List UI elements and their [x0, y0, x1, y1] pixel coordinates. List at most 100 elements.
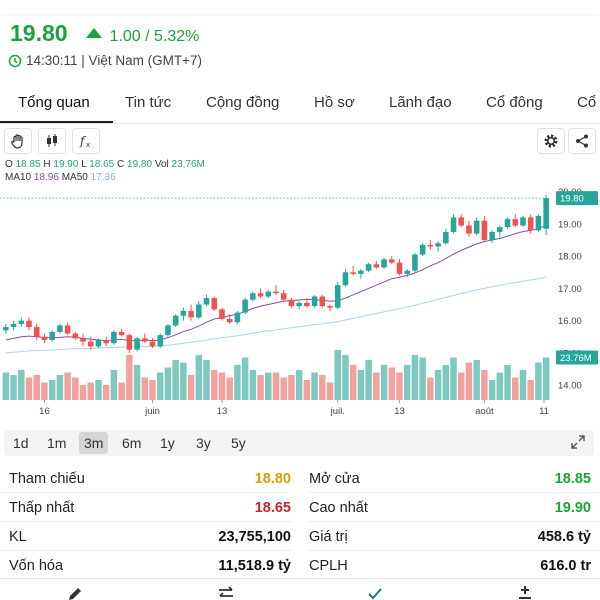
- legend-open-label: O: [5, 159, 13, 170]
- indicators-button[interactable]: f x: [72, 128, 100, 154]
- candle: [265, 291, 272, 297]
- legend-ma50: 17.36: [90, 172, 116, 183]
- volume-bar: [156, 372, 164, 400]
- candle: [512, 219, 519, 226]
- volume-bar: [102, 385, 110, 400]
- price-badge-text: 19.80: [560, 194, 584, 205]
- legend-close: 19.80: [127, 159, 153, 170]
- candle: [49, 331, 55, 340]
- add-alert-icon[interactable]: [516, 584, 534, 600]
- volume-bar: [457, 372, 465, 400]
- volume-bar: [33, 375, 40, 400]
- stat-value-value: 458.6 tỷ: [537, 529, 591, 545]
- tab-news[interactable]: Tin tức: [125, 94, 172, 111]
- volume-bar: [41, 382, 48, 400]
- volume-bar: [357, 370, 365, 400]
- tab-bar: Tổng quan Tin tức Cộng đồng Hồ sơ Lãnh đ…: [0, 82, 600, 124]
- volume-bar: [365, 360, 372, 400]
- candle-type-button[interactable]: [38, 128, 66, 154]
- pencil-icon[interactable]: [66, 585, 84, 600]
- swap-icon[interactable]: [216, 585, 236, 600]
- candle: [80, 338, 86, 342]
- svg-text:x: x: [86, 141, 90, 149]
- tab-profile[interactable]: Hồ sơ: [314, 94, 355, 111]
- range-5y[interactable]: 5y: [231, 435, 246, 451]
- volume-bar: [87, 382, 95, 400]
- candle: [280, 293, 287, 300]
- chart-legend: O 18.85 H 19.90 L 18.65 C 19.80 Vol 23,7…: [5, 158, 205, 184]
- volume-bar: [172, 360, 179, 400]
- stat-value-volume: 23,755,100: [218, 529, 291, 545]
- price-chart[interactable]: 20.0019.0018.0017.0016.0015.0014.0019.80…: [0, 180, 600, 422]
- volume-bar: [388, 367, 396, 400]
- check-icon[interactable]: [366, 585, 384, 600]
- candle: [473, 220, 480, 234]
- volume-bar: [512, 377, 519, 400]
- candle: [180, 310, 187, 316]
- volume-bar: [241, 357, 249, 400]
- y-tick-label: 19.00: [558, 219, 582, 230]
- active-tab-indicator: [0, 121, 113, 123]
- range-3m[interactable]: 3m: [79, 432, 109, 454]
- candle: [527, 217, 534, 231]
- range-3y[interactable]: 3y: [196, 435, 211, 451]
- volume-bar: [396, 372, 403, 400]
- candle: [373, 264, 380, 268]
- share-icon: [576, 134, 588, 148]
- volume-bar: [226, 377, 233, 400]
- function-icon: f x: [79, 134, 90, 149]
- candle: [520, 217, 526, 226]
- volume-bar: [272, 372, 280, 400]
- stat-label-high: Cao nhất: [309, 500, 368, 516]
- volume-bar: [542, 357, 550, 400]
- arrow-up-icon: [85, 28, 102, 38]
- volume-bar: [481, 370, 488, 400]
- volume-bar: [334, 350, 341, 400]
- tab-community[interactable]: Cộng đồng: [206, 94, 280, 111]
- hand-icon: [11, 134, 23, 149]
- chart-settings-button[interactable]: [537, 128, 565, 154]
- candle: [118, 331, 125, 336]
- x-tick-label: juin: [144, 406, 160, 417]
- header-edge: [0, 0, 600, 14]
- tab-leadership[interactable]: Lãnh đạo: [389, 94, 452, 111]
- legend-ma50-label: MA50: [61, 172, 88, 183]
- range-1m[interactable]: 1m: [47, 435, 67, 451]
- range-1d[interactable]: 1d: [13, 435, 29, 451]
- volume-bar: [25, 377, 33, 400]
- range-1y[interactable]: 1y: [160, 435, 175, 451]
- legend-low: 18.65: [89, 159, 115, 170]
- candle: [358, 270, 364, 274]
- tab-overview[interactable]: Tổng quan: [18, 94, 90, 111]
- price-change: 1.00 / 5.32%: [109, 28, 200, 45]
- candle: [188, 310, 194, 318]
- volume-bar: [141, 377, 149, 400]
- x-tick-label: 16: [39, 406, 50, 417]
- legend-volume-label: Vol: [154, 159, 169, 170]
- candle: [319, 296, 326, 307]
- pan-tool-button[interactable]: [4, 128, 32, 154]
- price-badge: [556, 191, 598, 206]
- volume-bar: [187, 375, 195, 400]
- stat-value-reference: 18.80: [254, 471, 291, 487]
- candle: [535, 215, 542, 231]
- y-tick-label: 16.00: [558, 316, 582, 327]
- candle: [149, 341, 156, 347]
- volume-badge: [556, 350, 598, 365]
- ma50-line: [5, 276, 547, 354]
- volume-bar: [64, 372, 71, 400]
- candle: [304, 302, 310, 307]
- expand-icon[interactable]: [570, 434, 586, 450]
- range-6m[interactable]: 6m: [122, 435, 142, 451]
- stat-label-value: Giá trị: [309, 529, 348, 545]
- legend-high: 19.90: [53, 159, 79, 170]
- volume-bar: [164, 367, 172, 400]
- tab-dividends[interactable]: Cổ t: [577, 94, 600, 111]
- volume-bar: [249, 370, 257, 400]
- y-tick-label: 17.00: [558, 284, 582, 295]
- tab-shareholders[interactable]: Cổ đông: [486, 94, 543, 111]
- share-button[interactable]: [568, 128, 596, 154]
- volume-bar: [211, 370, 218, 400]
- volume-bar: [295, 370, 303, 400]
- current-price: 19.80: [10, 20, 68, 46]
